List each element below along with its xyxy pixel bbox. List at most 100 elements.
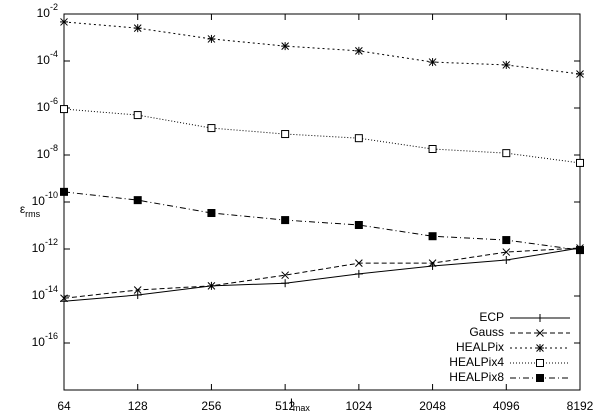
y-tick-label: 10-14	[32, 284, 58, 302]
marker-shape	[576, 246, 584, 255]
marker	[355, 259, 363, 268]
marker-stroke	[576, 70, 584, 78]
marker-stroke	[281, 42, 289, 50]
marker-shape	[281, 216, 290, 225]
marker	[133, 291, 142, 300]
marker-stroke	[133, 286, 142, 294]
y-tick-label: 10-2	[37, 2, 58, 20]
marker-stroke	[355, 47, 363, 55]
x-tick-label: 4096	[493, 399, 520, 413]
marker	[354, 134, 363, 143]
x-tick-label: 512	[275, 399, 295, 413]
marker	[502, 248, 511, 256]
marker-stroke	[502, 61, 511, 69]
y-tick-label: 10-16	[32, 331, 58, 349]
marker-shape	[60, 105, 68, 114]
marker	[428, 145, 437, 154]
x-tick-label: 64	[57, 399, 71, 413]
marker	[207, 34, 216, 43]
marker-stroke	[60, 294, 68, 303]
marker-stroke	[428, 259, 437, 268]
series-line	[63, 191, 581, 251]
marker	[536, 359, 544, 367]
marker	[60, 105, 68, 114]
marker	[428, 232, 437, 241]
marker	[207, 124, 216, 133]
marker	[133, 111, 142, 120]
marker	[576, 246, 584, 255]
marker	[60, 294, 68, 303]
marker	[354, 46, 363, 55]
marker	[536, 374, 544, 382]
marker-stroke	[502, 248, 511, 256]
marker-stroke	[133, 24, 142, 33]
marker	[536, 329, 544, 337]
y-tick-label: 10-8	[37, 143, 58, 161]
marker	[207, 209, 216, 218]
marker	[133, 286, 142, 294]
marker-stroke	[536, 329, 544, 337]
marker	[576, 69, 584, 78]
marker-shape	[133, 196, 142, 205]
marker	[281, 271, 289, 280]
x-tick-label: 2048	[419, 399, 446, 413]
marker	[428, 259, 437, 268]
x-tick-label: 256	[201, 399, 221, 413]
marker	[502, 236, 511, 245]
marker-stroke	[207, 282, 216, 290]
marker-stroke	[536, 344, 544, 352]
marker-stroke	[428, 58, 437, 66]
series-line	[63, 21, 581, 75]
marker-shape	[281, 130, 290, 139]
legend-label: Gauss	[469, 325, 504, 339]
marker-shape	[207, 124, 216, 133]
marker-shape	[354, 134, 363, 143]
marker	[354, 269, 363, 278]
marker-stroke	[281, 271, 289, 280]
marker-shape	[502, 236, 511, 245]
marker	[133, 24, 142, 33]
x-axis-label: lmax	[290, 396, 310, 413]
marker	[576, 158, 584, 167]
marker	[133, 196, 142, 205]
x-tick-label: 8192	[567, 399, 594, 413]
marker	[536, 314, 544, 322]
marker	[60, 187, 68, 196]
marker-shape	[428, 145, 437, 154]
marker-shape	[536, 359, 544, 367]
y-tick-label: 10-12	[32, 237, 58, 255]
marker	[502, 60, 511, 69]
marker-shape	[428, 232, 437, 241]
y-axis-label: εrms	[20, 202, 41, 219]
marker	[281, 279, 290, 288]
marker	[536, 344, 544, 352]
series-line	[63, 108, 581, 164]
marker-shape	[133, 111, 142, 120]
marker	[428, 58, 437, 67]
marker	[207, 282, 216, 290]
marker	[281, 216, 290, 225]
marker-shape	[576, 158, 584, 167]
marker-shape	[354, 221, 363, 230]
y-tick-label: 10-6	[37, 96, 58, 114]
series-line	[63, 247, 581, 302]
marker	[60, 17, 68, 26]
marker-stroke	[60, 18, 68, 26]
marker	[502, 149, 511, 158]
legend-label: HEALPix4	[449, 355, 504, 369]
marker-shape	[207, 209, 216, 218]
y-tick-label: 10-10	[32, 190, 58, 208]
marker-shape	[60, 187, 68, 196]
legend-label: HEALPix	[456, 340, 504, 354]
legend-label: HEALPix8	[449, 370, 504, 384]
marker	[281, 42, 290, 51]
marker	[502, 256, 511, 265]
marker-shape	[502, 149, 511, 158]
x-tick-label: 128	[128, 399, 148, 413]
legend-label: ECP	[479, 310, 504, 324]
series-line	[63, 247, 581, 299]
marker-shape	[536, 374, 544, 382]
x-tick-label: 1024	[346, 399, 373, 413]
marker	[354, 221, 363, 230]
